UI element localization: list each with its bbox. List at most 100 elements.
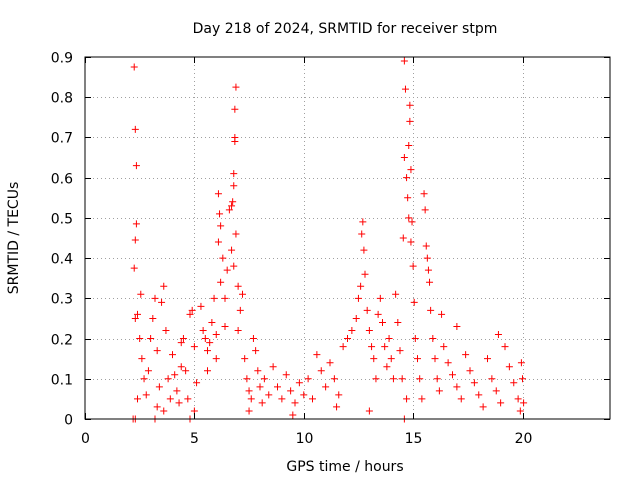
data-point bbox=[212, 331, 220, 339]
y-tick-label: 0.4 bbox=[51, 252, 73, 268]
data-point bbox=[407, 238, 415, 246]
data-point bbox=[190, 343, 198, 351]
data-point bbox=[361, 270, 369, 278]
data-point bbox=[269, 363, 277, 371]
data-point bbox=[304, 375, 312, 383]
data-point bbox=[231, 133, 239, 141]
data-point bbox=[149, 314, 157, 322]
data-point bbox=[132, 162, 140, 170]
data-point bbox=[368, 343, 376, 351]
data-point bbox=[374, 310, 382, 318]
data-point bbox=[358, 230, 366, 238]
data-point bbox=[322, 383, 330, 391]
data-point bbox=[424, 266, 432, 274]
data-point bbox=[409, 262, 417, 270]
data-point bbox=[330, 375, 338, 383]
data-point bbox=[130, 63, 138, 71]
data-point bbox=[418, 395, 426, 403]
data-point bbox=[173, 387, 181, 395]
data-point bbox=[144, 367, 152, 375]
data-point bbox=[221, 294, 229, 302]
y-tick-label: 0.6 bbox=[51, 172, 73, 188]
data-point bbox=[232, 83, 240, 91]
x-tick-label: 15 bbox=[405, 431, 423, 447]
data-point bbox=[444, 359, 452, 367]
data-point bbox=[229, 198, 237, 206]
data-point bbox=[408, 218, 416, 226]
data-point bbox=[236, 306, 244, 314]
y-axis-label: SRMTID / TECUs bbox=[6, 182, 22, 295]
data-point bbox=[134, 310, 141, 318]
data-point bbox=[466, 367, 474, 375]
data-point bbox=[510, 379, 518, 387]
data-point bbox=[256, 383, 264, 391]
data-point bbox=[171, 371, 179, 379]
data-point bbox=[265, 391, 273, 399]
data-point bbox=[182, 367, 190, 375]
data-point bbox=[131, 314, 139, 322]
data-point bbox=[317, 367, 325, 375]
data-point bbox=[136, 335, 144, 343]
x-tick-label: 10 bbox=[296, 431, 314, 447]
data-point bbox=[365, 407, 373, 415]
data-point bbox=[221, 322, 229, 330]
data-point bbox=[372, 375, 380, 383]
data-point bbox=[420, 190, 428, 198]
data-point bbox=[344, 335, 351, 343]
data-point bbox=[214, 238, 222, 246]
data-point bbox=[360, 246, 368, 254]
data-point bbox=[497, 399, 505, 407]
data-point bbox=[153, 347, 161, 355]
data-point bbox=[410, 298, 418, 306]
data-point bbox=[287, 387, 295, 395]
data-point bbox=[241, 355, 249, 363]
data-point bbox=[217, 222, 225, 230]
data-point bbox=[405, 214, 413, 222]
data-point bbox=[385, 335, 393, 343]
data-point bbox=[212, 355, 220, 363]
data-point bbox=[140, 375, 148, 383]
data-point bbox=[153, 403, 161, 411]
data-point bbox=[389, 375, 397, 383]
data-point bbox=[379, 318, 386, 326]
data-point bbox=[230, 262, 238, 270]
x-axis-label: GPS time / hours bbox=[286, 459, 403, 475]
data-point bbox=[352, 314, 360, 322]
data-point bbox=[254, 367, 262, 375]
y-tick-label: 0 bbox=[64, 413, 73, 429]
grid-lines bbox=[85, 57, 610, 419]
data-point bbox=[177, 363, 185, 371]
data-point bbox=[230, 182, 238, 190]
data-point bbox=[160, 407, 168, 415]
data-point bbox=[234, 327, 242, 335]
data-point bbox=[520, 399, 528, 407]
data-point bbox=[357, 282, 365, 290]
data-point bbox=[245, 407, 253, 415]
data-point bbox=[245, 387, 253, 395]
data-point bbox=[231, 105, 239, 113]
data-point bbox=[214, 190, 222, 198]
data-point bbox=[188, 306, 196, 314]
data-point bbox=[392, 290, 400, 298]
data-point bbox=[394, 318, 402, 326]
data-point bbox=[291, 399, 299, 407]
data-point bbox=[475, 391, 483, 399]
data-point bbox=[414, 355, 421, 363]
data-point bbox=[151, 294, 159, 302]
data-point bbox=[457, 395, 465, 403]
data-point bbox=[201, 335, 209, 343]
data-point bbox=[155, 383, 163, 391]
data-point bbox=[162, 327, 170, 335]
data-point bbox=[147, 335, 155, 343]
data-point bbox=[501, 343, 509, 351]
data-point bbox=[160, 282, 168, 290]
data-point bbox=[300, 391, 308, 399]
data-point bbox=[427, 306, 435, 314]
data-point bbox=[462, 351, 470, 359]
data-point bbox=[449, 371, 456, 379]
data-point bbox=[225, 206, 233, 214]
y-tick-label: 0.7 bbox=[51, 131, 73, 147]
data-point bbox=[158, 298, 166, 306]
data-point bbox=[407, 166, 415, 174]
